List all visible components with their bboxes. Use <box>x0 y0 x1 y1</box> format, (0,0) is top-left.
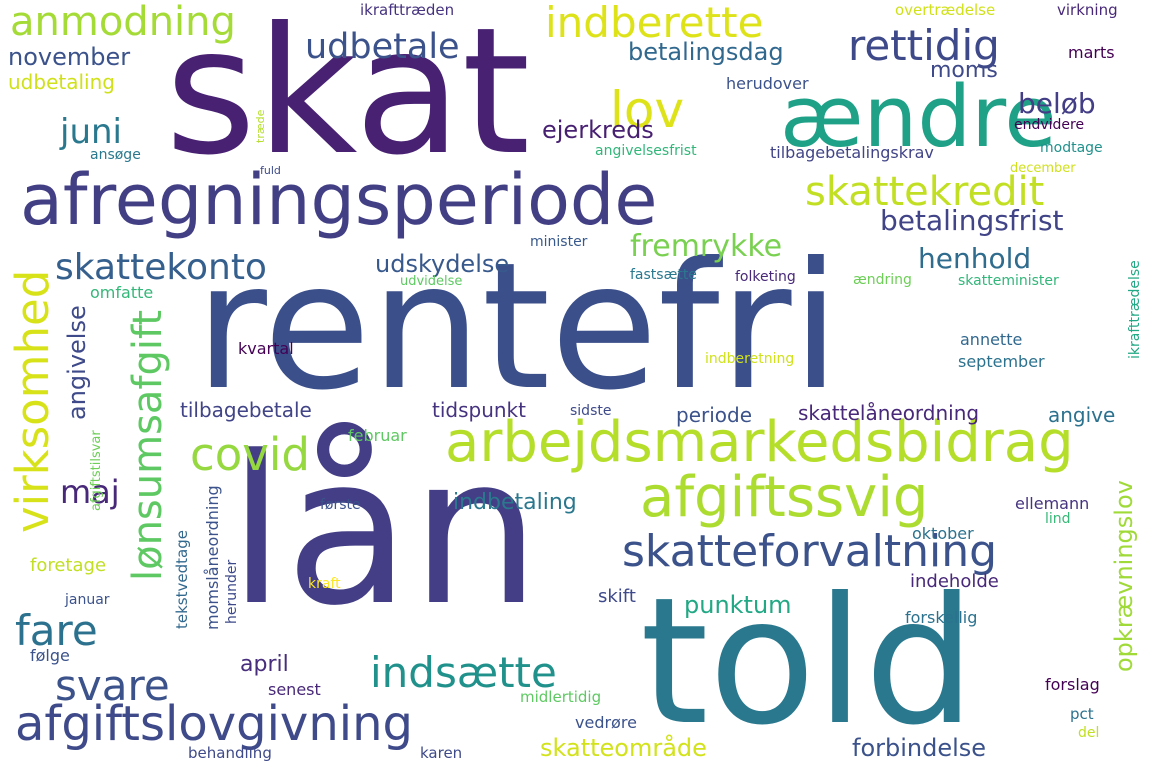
word-sidste: sidste <box>570 403 612 419</box>
word-tekstvedtage: tekstvedtage <box>173 530 191 629</box>
word-midlertidig: midlertidig <box>520 688 602 706</box>
word-fremrykke: fremrykke <box>630 229 783 264</box>
word-traede: træde <box>254 109 267 143</box>
word-afgiftslovgivning: afgiftslovgivning <box>15 696 413 752</box>
word-udbetaling: udbetaling <box>8 70 115 94</box>
word-betalingsdag: betalingsdag <box>628 38 784 66</box>
word-fuld: fuld <box>260 164 281 177</box>
word-forskellig: forskellig <box>905 608 978 627</box>
word-juni: juni <box>60 112 122 152</box>
word-oktober: oktober <box>912 524 974 543</box>
word-fare: fare <box>15 606 98 655</box>
word-annette: annette <box>960 330 1023 349</box>
word-endvidere: endvidere <box>1014 117 1085 133</box>
word-aendre: ændre <box>780 68 1057 167</box>
word-angivelsesfrist: angivelsesfrist <box>595 143 697 159</box>
word-forbindelse: forbindelse <box>852 734 987 762</box>
word-februar: februar <box>348 426 407 445</box>
word-november: november <box>8 43 131 71</box>
word-periode: periode <box>676 403 753 427</box>
word-lind: lind <box>1045 511 1071 527</box>
word-virksomhed: virksomhed <box>6 269 59 533</box>
word-fastsaette: fastsætte <box>630 267 697 283</box>
word-tilbagebetalingskrav: tilbagebetalingskrav <box>770 143 934 162</box>
word-angive: angive <box>1048 403 1116 427</box>
word-afgiftstilsvar: afgiftstilsvar <box>89 430 104 511</box>
word-udskydelse: udskydelse <box>375 250 510 278</box>
word-lov: lov <box>610 81 685 139</box>
word-modtage: modtage <box>1040 140 1103 156</box>
word-marts: marts <box>1068 43 1115 62</box>
word-skatteomraade: skatteområde <box>540 734 707 762</box>
word-vedroere: vedrøre <box>575 713 637 732</box>
word-folketing: folketing <box>735 269 796 285</box>
word-rentefri: rentefri <box>195 226 841 429</box>
word-behandling: behandling <box>188 744 272 762</box>
word-tilbagebetale: tilbagebetale <box>180 398 312 422</box>
word-januar: januar <box>65 592 110 608</box>
word-ikrafttraeden: ikrafttræden <box>360 1 455 19</box>
word-indeholde: indeholde <box>910 571 999 592</box>
word-april: april <box>240 652 289 677</box>
word-henhold: henhold <box>918 242 1032 275</box>
word-skattekredit: skattekredit <box>805 169 1045 215</box>
word-opkraevningslov: opkrævningslov <box>1110 480 1138 672</box>
word-kvartal: kvartal <box>238 339 294 358</box>
word-foerste: første <box>320 497 361 513</box>
word-beloeb: beløb <box>1018 87 1096 120</box>
word-foretage: foretage <box>30 555 107 576</box>
word-tidspunkt: tidspunkt <box>432 398 526 422</box>
word-karen: karen <box>420 744 463 762</box>
word-indsaette: indsætte <box>370 648 557 697</box>
word-momslaaneordning: momslåneordning <box>203 485 222 630</box>
word-udvidelse: udvidelse <box>400 274 463 289</box>
word-virkning: virkning <box>1057 1 1118 19</box>
word-skatteminister: skatteminister <box>958 273 1059 289</box>
word-forslag: forslag <box>1045 675 1100 694</box>
word-udbetale: udbetale <box>305 27 460 67</box>
word-moms: moms <box>930 58 998 83</box>
word-indbetaling: indbetaling <box>453 490 577 515</box>
word-ikrafttraedelse: ikrafttrædelse <box>1127 260 1143 359</box>
word-ellemann: ellemann <box>1015 494 1090 513</box>
word-punktum: punktum <box>684 591 792 619</box>
word-arbejdsmarkedsbidrag: arbejdsmarkedsbidrag <box>445 410 1074 475</box>
word-minister: minister <box>530 234 588 250</box>
word-indberette: indberette <box>545 0 764 47</box>
word-skatteforvaltning: skatteforvaltning <box>622 526 998 577</box>
word-herudover: herudover <box>726 74 809 93</box>
word-laan: lån <box>228 413 541 651</box>
word-rettidig: rettidig <box>848 21 1000 70</box>
word-covid: covid <box>190 428 310 481</box>
word-senest: senest <box>268 680 321 699</box>
word-skat: skat <box>165 0 531 194</box>
word-pct: pct <box>1070 705 1094 723</box>
word-kraft: kraft <box>308 576 341 592</box>
word-told: told <box>640 561 976 764</box>
word-december: december <box>1010 161 1076 176</box>
word-skattekonto: skattekonto <box>55 247 267 288</box>
word-afgiftssvig: afgiftssvig <box>640 465 929 530</box>
word-betalingsfrist: betalingsfrist <box>880 204 1064 237</box>
word-overtraedelse: overtrædelse <box>895 1 996 19</box>
word-september: september <box>958 352 1045 371</box>
word-angivelse: angivelse <box>63 305 91 420</box>
word-ejerkreds: ejerkreds <box>542 116 654 144</box>
word-skift: skift <box>598 586 636 607</box>
word-del: del <box>1078 725 1100 741</box>
word-skattelaaneordning: skattelåneordning <box>798 401 980 425</box>
word-afregningsperiode: afregningsperiode <box>20 159 658 241</box>
word-anmodning: anmodning <box>10 0 236 45</box>
word-svare: svare <box>55 661 170 710</box>
word-omfatte: omfatte <box>90 283 154 302</box>
word-herunder: herunder <box>224 559 240 624</box>
word-aendring: ændring <box>853 272 912 288</box>
word-indberetning: indberetning <box>705 351 795 367</box>
word-ansoege: ansøge <box>90 147 141 163</box>
word-maj: maj <box>60 473 120 511</box>
word-loensumsafgift: lønsumsafgift <box>125 309 171 581</box>
word-foelge: følge <box>30 646 70 665</box>
